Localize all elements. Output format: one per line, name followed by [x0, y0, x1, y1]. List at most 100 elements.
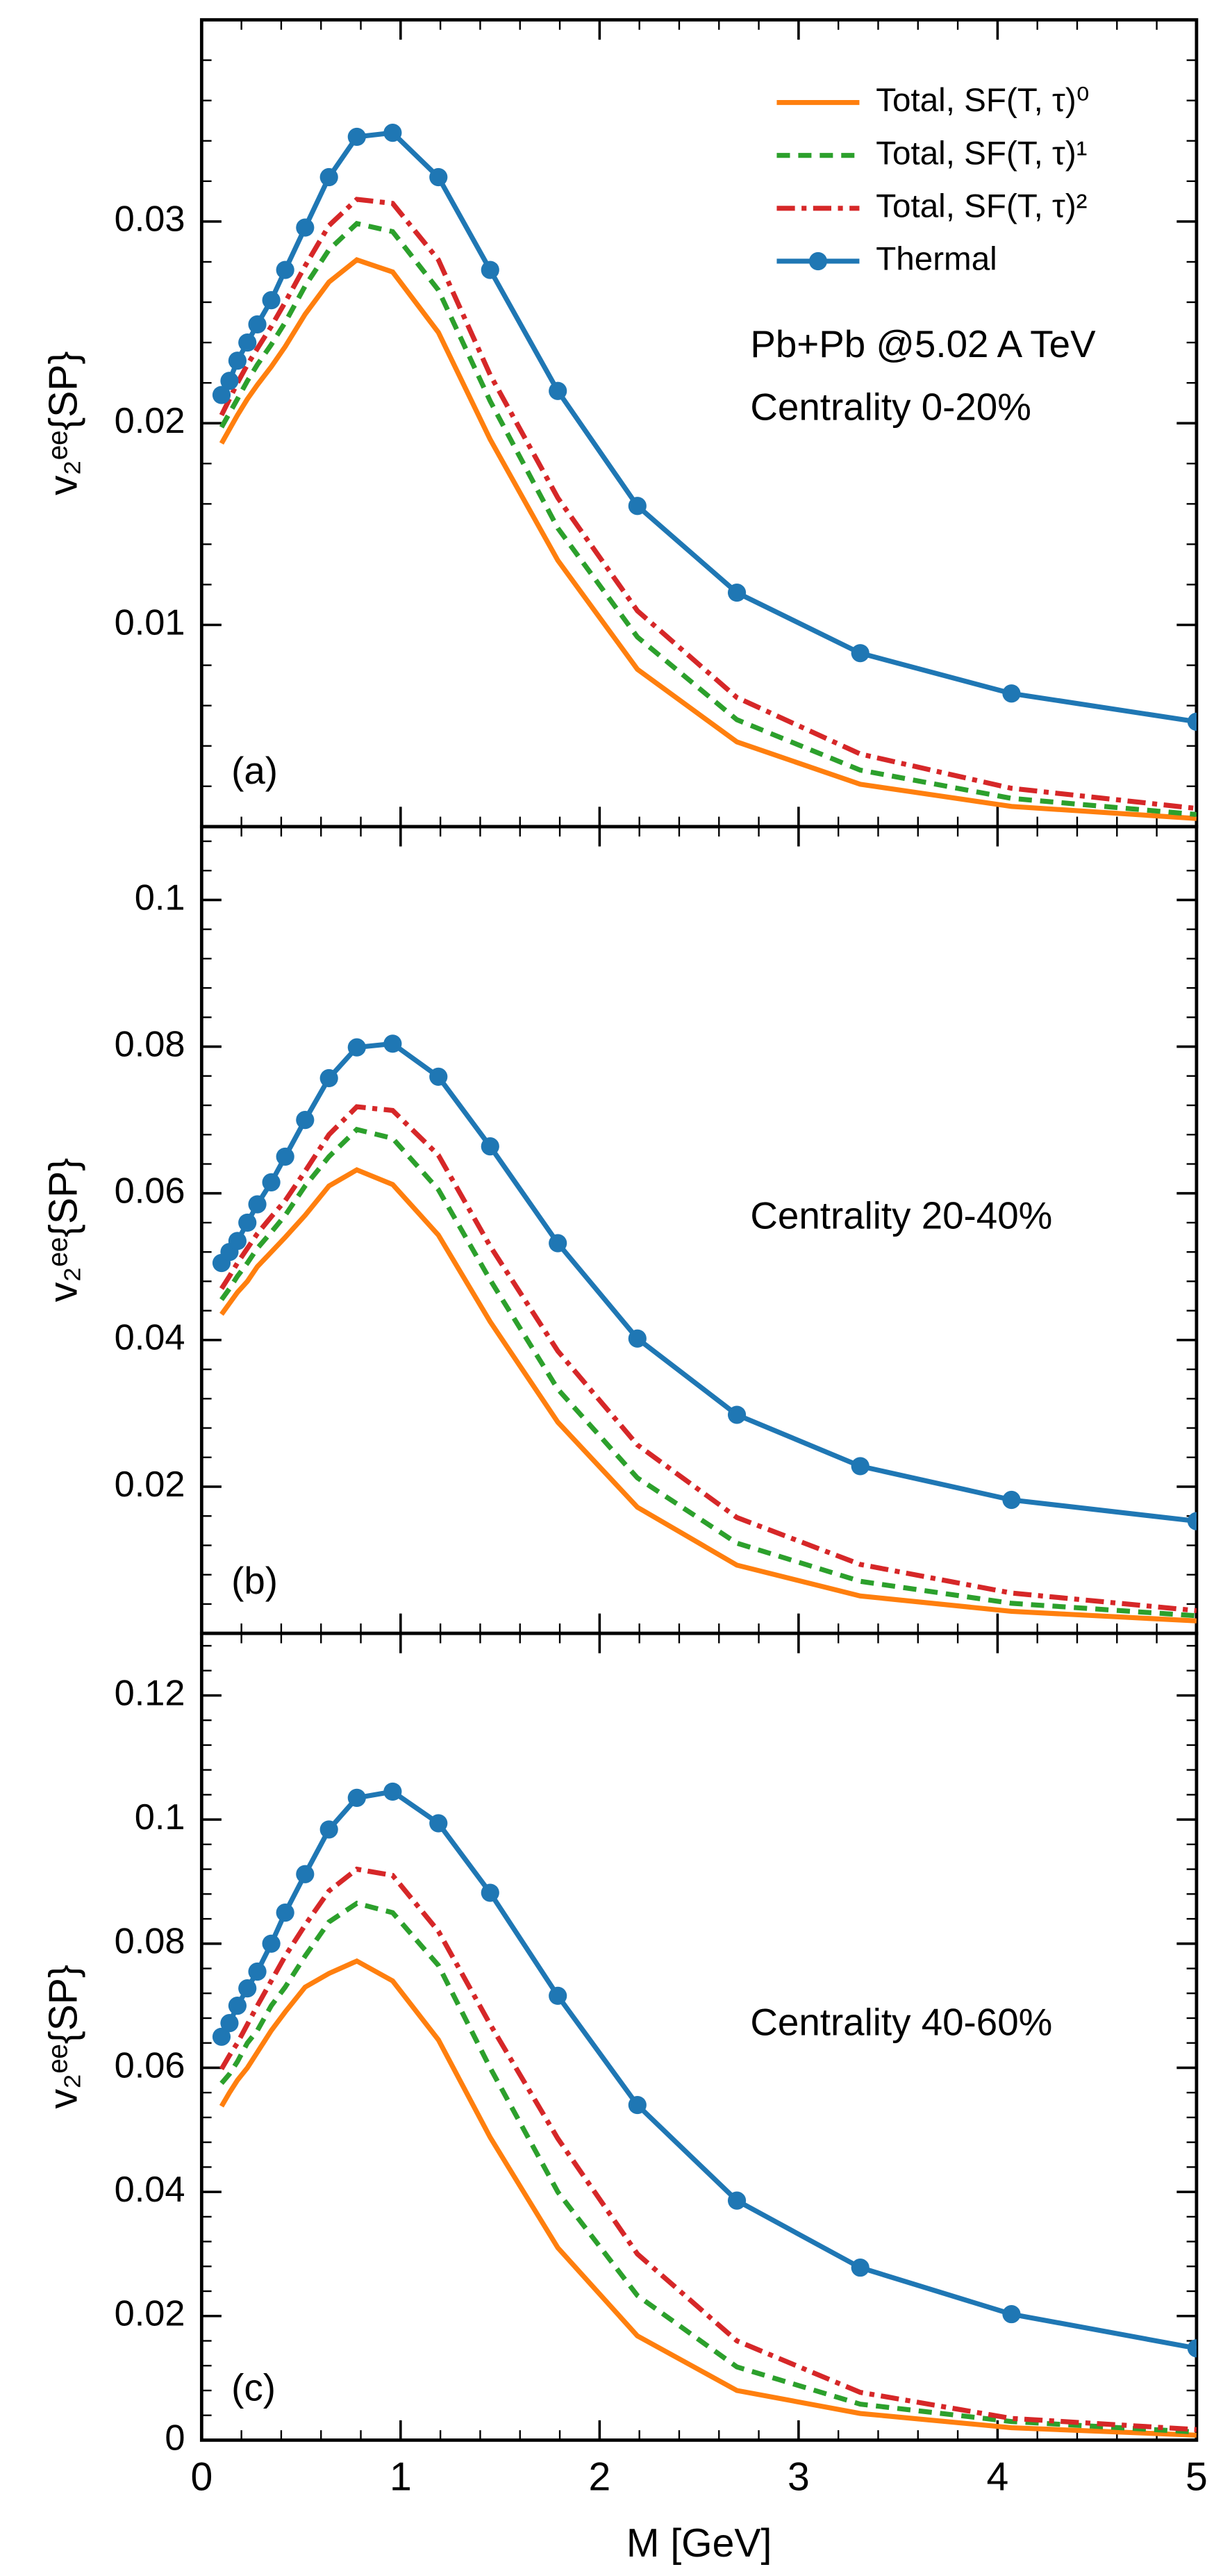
- annotation: Centrality 0-20%: [750, 386, 1031, 429]
- annotation: (b): [231, 1559, 278, 1602]
- point: [1002, 684, 1021, 703]
- x-tick-label: 4: [987, 2455, 1009, 2500]
- y-axis-label: v₂ᵉᵉ{SP}: [41, 1965, 85, 2108]
- series-line: [219, 1900, 1197, 2435]
- point: [429, 1814, 448, 1833]
- series-line: [219, 1041, 1197, 1524]
- point: [238, 1979, 257, 1998]
- point: [383, 1782, 402, 1801]
- series-line: [219, 1958, 1197, 2438]
- point: [248, 1195, 267, 1214]
- point: [319, 167, 338, 187]
- point: [851, 2259, 870, 2277]
- axes-frame: [199, 1631, 1199, 2442]
- point: [296, 1865, 315, 1883]
- series-group: [212, 1034, 1197, 1624]
- point: [228, 1997, 247, 2015]
- x-tick-label: 1: [390, 2455, 412, 2500]
- y-tick-label: 0.02: [115, 2294, 185, 2334]
- annotation: (c): [231, 2366, 276, 2409]
- y-tick-label: 0.08: [115, 1024, 185, 1064]
- point: [727, 583, 747, 602]
- y-tick-label: 0.1: [135, 877, 185, 918]
- point: [1187, 2339, 1197, 2358]
- series-line: [219, 1866, 1197, 2432]
- point: [481, 261, 499, 279]
- point: [628, 2095, 647, 2115]
- series-line: [219, 1104, 1197, 1613]
- series-group: [212, 124, 1197, 821]
- legend-label: Total, SF(T, τ)¹: [876, 135, 1087, 172]
- point: [383, 124, 402, 142]
- point: [238, 1213, 257, 1232]
- y-tick-label: 0.02: [115, 401, 185, 441]
- point: [248, 315, 267, 334]
- y-tick-label: 0.01: [115, 602, 185, 643]
- point: [212, 2027, 231, 2046]
- x-axis-label: M [GeV]: [626, 2521, 772, 2566]
- point: [481, 1883, 499, 1902]
- point: [727, 1405, 747, 1424]
- y-axis-label: v₂ᵉᵉ{SP}: [41, 351, 85, 495]
- point: [220, 2014, 239, 2033]
- plot-area: 0.01 0.02 0.03 v₂ᵉᵉ{SP} Pb+Pb @5.02 A TeV Cen…: [41, 18, 1208, 2566]
- y-tick-label: 0.06: [115, 1171, 185, 1212]
- series-line: [219, 1166, 1197, 1624]
- y-axis-label: v₂ᵉᵉ{SP}: [41, 1158, 85, 1303]
- point: [851, 644, 870, 663]
- point: [549, 1234, 567, 1253]
- point: [296, 1111, 315, 1130]
- point: [383, 1034, 402, 1053]
- point: [276, 1147, 294, 1166]
- y-tick-label: 0: [165, 2418, 185, 2458]
- point: [319, 1820, 338, 1839]
- y-tick-label: 0.08: [115, 1922, 185, 1962]
- point: [238, 333, 257, 352]
- point: [228, 352, 247, 370]
- point: [549, 381, 567, 400]
- point: [628, 497, 647, 515]
- point: [1002, 2305, 1021, 2324]
- series-line: [219, 1126, 1197, 1619]
- point: [347, 1788, 366, 1807]
- y-tick-label: 0.06: [115, 2045, 185, 2086]
- annotation: Pb+Pb @5.02 A TeV: [750, 322, 1096, 365]
- point: [228, 1232, 247, 1250]
- legend-marker: [808, 251, 828, 271]
- series-line: [219, 220, 1197, 817]
- point: [429, 167, 448, 187]
- series-line: [219, 257, 1197, 821]
- point: [549, 1986, 567, 2005]
- annotation: (a): [231, 749, 278, 792]
- x-tick-label: 0: [190, 2455, 213, 2500]
- point: [481, 1137, 499, 1156]
- annotation: Centrality 40-60%: [750, 2001, 1052, 2044]
- point: [319, 1068, 338, 1088]
- point: [347, 1038, 366, 1057]
- point: [276, 261, 294, 279]
- y-tick-label: 0.02: [115, 1464, 185, 1505]
- point: [347, 127, 366, 147]
- point: [212, 386, 231, 404]
- y-tick-label: 0.03: [115, 199, 185, 240]
- point: [262, 1934, 281, 1953]
- series-line: [219, 1789, 1197, 2351]
- x-tick-label: 5: [1185, 2455, 1208, 2500]
- point: [248, 1962, 267, 1981]
- y-tick-label: 0.12: [115, 1673, 185, 1713]
- point: [1187, 712, 1197, 731]
- point: [262, 1173, 281, 1191]
- legend-label: Total, SF(T, τ)⁰: [876, 82, 1090, 119]
- point: [220, 372, 239, 390]
- series-group: [212, 1782, 1197, 2438]
- series-line: [219, 197, 1197, 811]
- x-tick-label: 3: [788, 2455, 810, 2500]
- point: [276, 1904, 294, 1922]
- point: [851, 1457, 870, 1476]
- point: [628, 1329, 647, 1348]
- point: [296, 218, 315, 237]
- annotation: Centrality 20-40%: [750, 1194, 1052, 1237]
- point: [1187, 1512, 1197, 1530]
- x-tick-label: 2: [588, 2455, 610, 2500]
